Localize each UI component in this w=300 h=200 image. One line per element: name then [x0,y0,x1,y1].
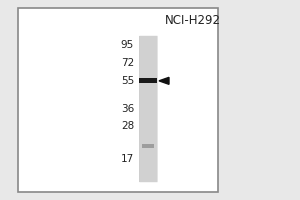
Text: 72: 72 [121,58,134,68]
Text: 28: 28 [121,121,134,131]
Text: 17: 17 [121,154,134,164]
Bar [142,144,154,148]
Text: 95: 95 [121,40,134,50]
Text: 36: 36 [121,104,134,114]
Text: 55: 55 [121,76,134,86]
Polygon shape [159,77,169,84]
Bar [139,36,157,182]
Bar [18,8,218,192]
Text: NCI-H292: NCI-H292 [165,14,221,26]
Bar [139,78,157,83]
